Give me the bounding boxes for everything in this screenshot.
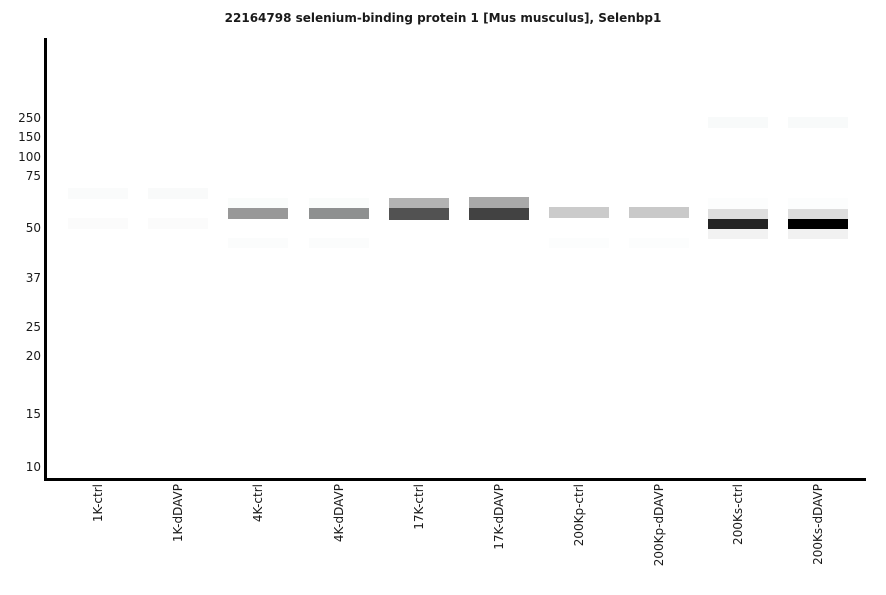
gel-band bbox=[228, 208, 288, 219]
gel-band bbox=[228, 238, 288, 248]
chart-title: 22164798 selenium-binding protein 1 [Mus… bbox=[224, 11, 662, 25]
x-axis-tick-label: 1K-ctrl bbox=[91, 484, 105, 523]
gel-band bbox=[389, 198, 449, 208]
y-axis-tick-label: 25 bbox=[25, 320, 41, 334]
gel-band bbox=[228, 198, 288, 208]
gel-band bbox=[469, 197, 529, 208]
y-axis-tick-label: 250 bbox=[18, 111, 41, 125]
x-axis-tick-label: 17K-dDAVP bbox=[492, 484, 506, 550]
gel-band bbox=[549, 238, 609, 248]
gel-band bbox=[389, 208, 449, 220]
gel-band bbox=[708, 117, 768, 128]
x-axis-line bbox=[44, 478, 866, 481]
gel-band bbox=[68, 188, 128, 199]
gel-band bbox=[708, 209, 768, 219]
gel-band bbox=[788, 117, 848, 128]
gel-band bbox=[788, 219, 848, 229]
gel-band bbox=[148, 218, 208, 229]
gel-band bbox=[549, 207, 609, 218]
y-axis-line bbox=[44, 38, 47, 481]
gel-band bbox=[708, 198, 768, 209]
gel-band bbox=[788, 229, 848, 239]
gel-band bbox=[629, 207, 689, 218]
gel-band bbox=[309, 238, 369, 248]
x-axis-tick-label: 200Kp-dDAVP bbox=[652, 484, 666, 567]
gel-band bbox=[309, 208, 369, 219]
x-axis-tick-label: 17K-ctrl bbox=[412, 484, 426, 530]
x-axis-tick-label: 200Kp-ctrl bbox=[572, 484, 586, 547]
gel-band bbox=[708, 229, 768, 239]
gel-band bbox=[788, 209, 848, 219]
gel-band bbox=[68, 218, 128, 229]
x-axis-tick-label: 4K-dDAVP bbox=[332, 484, 346, 543]
x-axis-tick-label: 200Ks-dDAVP bbox=[811, 484, 825, 565]
gel-band bbox=[708, 219, 768, 229]
y-axis-tick-label: 37 bbox=[25, 271, 41, 285]
gel-band bbox=[469, 208, 529, 220]
gel-band bbox=[148, 188, 208, 199]
x-axis-tick-label: 4K-ctrl bbox=[251, 484, 265, 523]
y-axis-tick-label: 20 bbox=[25, 349, 41, 363]
y-axis-tick-label: 150 bbox=[18, 130, 41, 144]
y-axis-tick-label: 15 bbox=[25, 407, 41, 421]
x-axis-tick-label: 1K-dDAVP bbox=[171, 484, 185, 543]
y-axis-tick-label: 50 bbox=[25, 221, 41, 235]
x-axis-tick-label: 200Ks-ctrl bbox=[731, 484, 745, 545]
y-axis-tick-label: 75 bbox=[25, 169, 41, 183]
gel-band bbox=[309, 198, 369, 208]
gel-band bbox=[788, 198, 848, 209]
gel-band bbox=[629, 238, 689, 248]
y-axis-tick-label: 10 bbox=[25, 460, 41, 474]
y-axis-tick-label: 100 bbox=[18, 150, 41, 164]
